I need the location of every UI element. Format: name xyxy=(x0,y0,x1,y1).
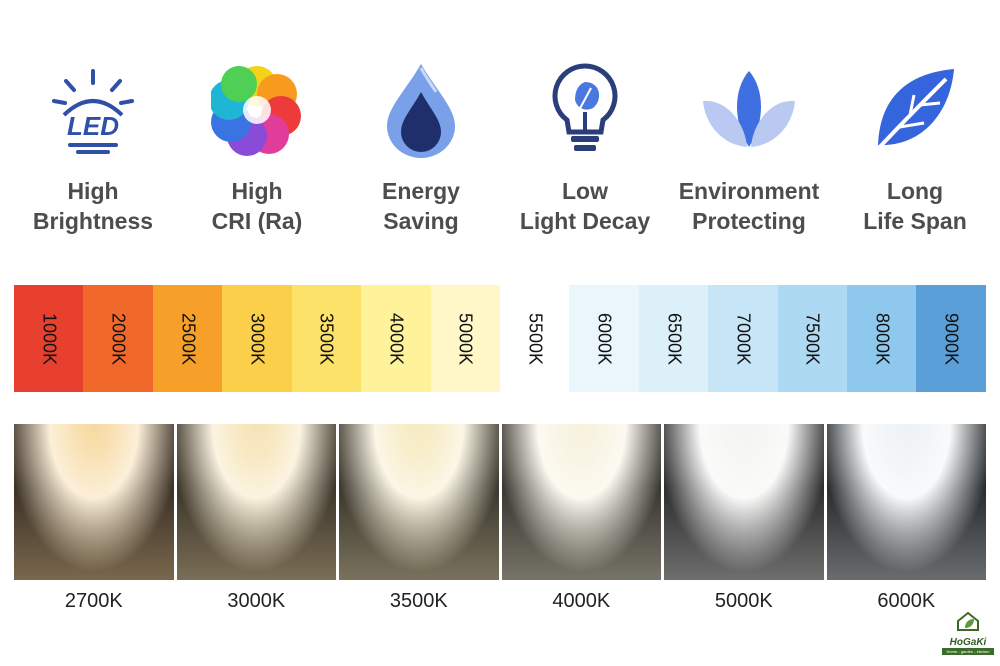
kelvin-label: 5500K xyxy=(525,312,546,365)
kelvin-label: 1000K xyxy=(39,312,60,365)
kelvin-cell: 7000K xyxy=(708,285,778,392)
light-sample-caption: 5000K xyxy=(714,590,773,612)
feature-environment-protecting: Environment Protecting xyxy=(664,60,834,236)
feature-line1: Environment xyxy=(678,178,820,204)
kelvin-cell: 4000K xyxy=(361,285,431,392)
led-text: LED xyxy=(67,111,119,141)
feature-line1: Low xyxy=(562,178,608,204)
feature-line2: Protecting xyxy=(692,208,806,234)
kelvin-cell: 5000K xyxy=(430,285,500,392)
kelvin-label: 7000K xyxy=(733,312,754,365)
kelvin-label: 8000K xyxy=(872,312,893,365)
kelvin-label: 6000K xyxy=(594,312,615,365)
kelvin-cell: 9000K xyxy=(916,285,986,392)
brand-tagline: Home - garden - kitchen xyxy=(942,648,994,655)
brand-logo: HoGaKi Home - garden - kitchen xyxy=(942,610,994,662)
feature-line1: High xyxy=(231,178,283,204)
feature-low-light-decay: Low Light Decay xyxy=(500,60,670,236)
kelvin-cell: 3000K xyxy=(222,285,292,392)
kelvin-cell: 2000K xyxy=(83,285,153,392)
kelvin-cell: 2500K xyxy=(152,285,223,392)
feature-high-brightness: LED High Brightness xyxy=(8,60,178,236)
light-sample-caption: 4000K xyxy=(552,590,611,612)
feature-line1: High xyxy=(67,178,119,204)
light-sample-caption: 3000K xyxy=(227,590,286,612)
brand-name: HoGaKi xyxy=(949,637,987,648)
kelvin-label: 2000K xyxy=(108,312,129,365)
kelvin-label: 5000K xyxy=(455,312,476,365)
kelvin-label: 3000K xyxy=(247,312,268,365)
kelvin-cell: 5500K xyxy=(499,285,570,392)
feature-line2: Saving xyxy=(383,208,459,234)
kelvin-cell: 1000K xyxy=(14,285,84,392)
kelvin-label: 7500K xyxy=(802,312,823,365)
light-sample-caption: 6000K xyxy=(877,590,936,612)
kelvin-cell: 6500K xyxy=(638,285,709,392)
feature-long-life-span: Long Life Span xyxy=(830,60,1000,236)
leaf-bulb-icon xyxy=(500,60,670,160)
light-sample-caption: 3500K xyxy=(389,590,448,612)
light-sample-caption: 2700K xyxy=(64,590,123,612)
light-sample-photo xyxy=(501,424,661,580)
feature-line1: Long xyxy=(886,178,944,204)
color-wheel-icon xyxy=(172,60,342,160)
feature-high-cri: High CRI (Ra) xyxy=(172,60,342,236)
kelvin-label: 3500K xyxy=(316,312,337,365)
kelvin-label: 4000K xyxy=(386,312,407,365)
feature-line2: Life Span xyxy=(863,208,967,234)
kelvin-cell: 3500K xyxy=(291,285,362,392)
light-sample-photo xyxy=(339,424,499,580)
light-sample-captions: 2700K 3000K 3500K 4000K 5000K 6000K xyxy=(14,590,986,613)
color-temperature-scale: 1000K 2000K 2500K 3000K 3500K 4000K 5000K 5500K… xyxy=(14,285,986,392)
kelvin-cell: 8000K xyxy=(847,285,917,392)
feature-row: LED High Brightness xyxy=(0,0,1000,250)
kelvin-cell: 7500K xyxy=(777,285,848,392)
feature-line2: Brightness xyxy=(32,208,154,234)
light-sample-photos xyxy=(14,424,986,580)
flame-drop-icon xyxy=(336,60,506,160)
led-bulb-icon: LED xyxy=(8,60,178,160)
kelvin-label: 2500K xyxy=(178,312,199,365)
leaf-icon xyxy=(830,60,1000,160)
light-sample-photo xyxy=(176,424,336,580)
feature-energy-saving: Energy Saving xyxy=(336,60,506,236)
kelvin-cell: 6000K xyxy=(569,285,639,392)
feature-line2: CRI (Ra) xyxy=(211,208,303,234)
feature-line1: Energy xyxy=(382,178,460,204)
light-sample-photo xyxy=(826,424,986,580)
house-leaf-icon xyxy=(957,611,979,631)
feature-line2: Light Decay xyxy=(519,208,651,234)
lotus-icon xyxy=(664,60,834,160)
kelvin-label: 9000K xyxy=(941,312,962,365)
kelvin-label: 6500K xyxy=(664,312,684,365)
light-sample-photo xyxy=(14,424,174,580)
light-sample-photo xyxy=(664,424,824,580)
